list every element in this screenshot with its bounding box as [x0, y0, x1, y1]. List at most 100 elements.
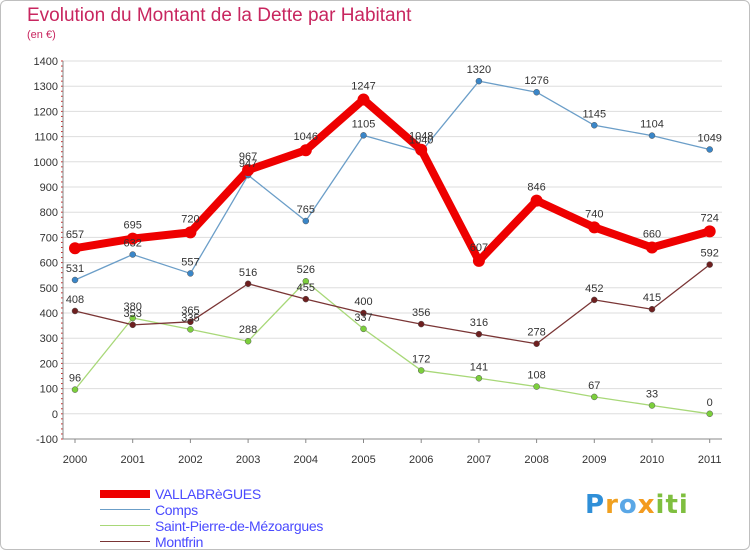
data-label-saint-pierre-de-mezoargues: 172: [412, 353, 430, 365]
y-tick-label: 600: [40, 258, 58, 270]
data-label-comps: 1040: [409, 135, 433, 147]
data-point-montfrin: [129, 321, 136, 329]
x-tick-label: 2008: [524, 454, 548, 466]
data-labels: 531 632 557 947 765 1105 1040 1320 1276 1145 1104 1…: [66, 64, 722, 409]
y-tick-label: 100: [40, 384, 58, 396]
data-label-comps: 632: [124, 238, 142, 250]
data-point-saint-pierre-de-mezoargues: [591, 393, 598, 401]
data-point-montfrin: [244, 280, 252, 288]
y-tick-label: 400: [40, 308, 58, 320]
data-point-vallabregues: [703, 225, 716, 238]
data-label-saint-pierre-de-mezoargues: 33: [646, 388, 658, 400]
data-label-vallabregues: 1247: [351, 81, 375, 93]
data-label-comps: 1049: [697, 132, 721, 144]
legend-label: Saint-Pierre-de-Mézoargues: [155, 518, 324, 534]
data-label-comps: 947: [239, 158, 257, 170]
data-label-comps: 1145: [582, 108, 606, 120]
data-label-vallabregues: 967: [239, 151, 257, 163]
data-label-comps: 1105: [352, 118, 376, 130]
data-label-comps: 1104: [640, 119, 664, 131]
data-label-saint-pierre-de-mezoargues: 0: [707, 397, 713, 409]
data-point-vallabregues: [126, 232, 139, 245]
data-label-montfrin: 400: [354, 296, 372, 308]
data-point-comps: [360, 132, 367, 139]
data-point-montfrin: [187, 318, 194, 326]
data-point-saint-pierre-de-mezoargues: [533, 383, 540, 390]
data-label-montfrin: 356: [412, 307, 430, 319]
data-label-vallabregues: 720: [181, 213, 199, 225]
x-axis-ticks: 2000 2001 2002 2003 2004 2005 2006 2007 2008 2009…: [63, 439, 722, 466]
data-point-montfrin: [533, 340, 540, 347]
data-point-saint-pierre-de-mezoargues: [187, 326, 194, 333]
data-label-vallabregues: 607: [470, 242, 488, 254]
data-point-saint-pierre-de-mezoargues: [244, 337, 252, 345]
data-label-vallabregues: 1048: [409, 131, 433, 143]
data-label-saint-pierre-de-mezoargues: 288: [239, 324, 257, 336]
grid-lines: [63, 60, 722, 440]
data-label-comps: 557: [181, 256, 199, 268]
data-point-vallabregues: [299, 144, 312, 157]
x-tick-label: 2007: [467, 454, 491, 466]
series-line-comps: [74, 80, 711, 281]
data-point-montfrin: [302, 295, 310, 303]
x-tick-label: 2009: [582, 454, 606, 466]
data-label-vallabregues: 657: [66, 229, 84, 241]
series-lines: [71, 80, 714, 415]
data-point-comps: [648, 132, 656, 139]
data-label-montfrin: 365: [181, 305, 199, 317]
data-point-comps: [475, 77, 483, 85]
data-label-montfrin: 353: [124, 308, 142, 320]
x-tick-label: 2010: [640, 454, 664, 466]
data-label-comps: 1320: [467, 64, 491, 76]
data-point-saint-pierre-de-mezoargues: [706, 410, 713, 418]
data-label-comps: 765: [297, 204, 315, 216]
y-tick-label: 700: [40, 232, 58, 244]
data-point-vallabregues: [646, 241, 658, 254]
proxiti-logo: Proxiti: [585, 490, 689, 520]
data-point-saint-pierre-de-mezoargues: [360, 325, 367, 333]
data-point-vallabregues: [588, 221, 601, 234]
data-point-saint-pierre-de-mezoargues: [417, 367, 425, 374]
y-tick-label: 1100: [34, 132, 58, 144]
legend-swatch: [100, 541, 150, 542]
x-tick-label: 2000: [63, 454, 87, 466]
data-label-montfrin: 516: [239, 267, 257, 279]
legend-swatch: [100, 490, 150, 498]
data-label-vallabregues: 1046: [294, 131, 318, 143]
y-tick-label: 1400: [34, 56, 58, 68]
x-tick-label: 2006: [409, 454, 433, 466]
data-point-montfrin: [648, 305, 656, 313]
x-tick-label: 2011: [698, 454, 722, 466]
data-point-vallabregues: [357, 93, 370, 106]
data-label-montfrin: 592: [701, 248, 719, 260]
data-label-montfrin: 415: [643, 292, 661, 304]
data-label-saint-pierre-de-mezoargues: 96: [69, 373, 81, 385]
data-point-saint-pierre-de-mezoargues: [71, 386, 79, 393]
legend-swatch: [100, 525, 150, 526]
data-label-saint-pierre-de-mezoargues: 108: [527, 370, 545, 382]
data-point-montfrin: [71, 307, 79, 315]
data-label-montfrin: 278: [527, 327, 545, 339]
data-point-comps: [302, 217, 310, 225]
y-tick-label: 800: [40, 207, 58, 219]
legend-label: VALLABRèGUES: [155, 486, 261, 502]
y-tick-label: 500: [40, 283, 58, 295]
data-label-saint-pierre-de-mezoargues: 335: [181, 312, 199, 324]
y-tick-label: 1200: [34, 106, 58, 118]
legend-swatch: [100, 509, 150, 510]
y-tick-label: -100: [36, 434, 58, 446]
data-label-montfrin: 452: [585, 283, 603, 295]
data-point-vallabregues: [472, 254, 485, 267]
data-label-montfrin: 408: [66, 294, 84, 306]
data-point-comps: [533, 88, 540, 96]
x-tick-label: 2002: [178, 454, 202, 466]
data-point-vallabregues: [69, 242, 81, 255]
unit-label: (en €): [27, 29, 56, 41]
y-tick-label: 1000: [34, 157, 58, 169]
x-tick-label: 2004: [294, 454, 318, 466]
data-label-vallabregues: 724: [701, 212, 719, 224]
x-tick-label: 2005: [351, 454, 375, 466]
series-line-montfrin: [74, 263, 711, 345]
data-points: [69, 77, 716, 418]
